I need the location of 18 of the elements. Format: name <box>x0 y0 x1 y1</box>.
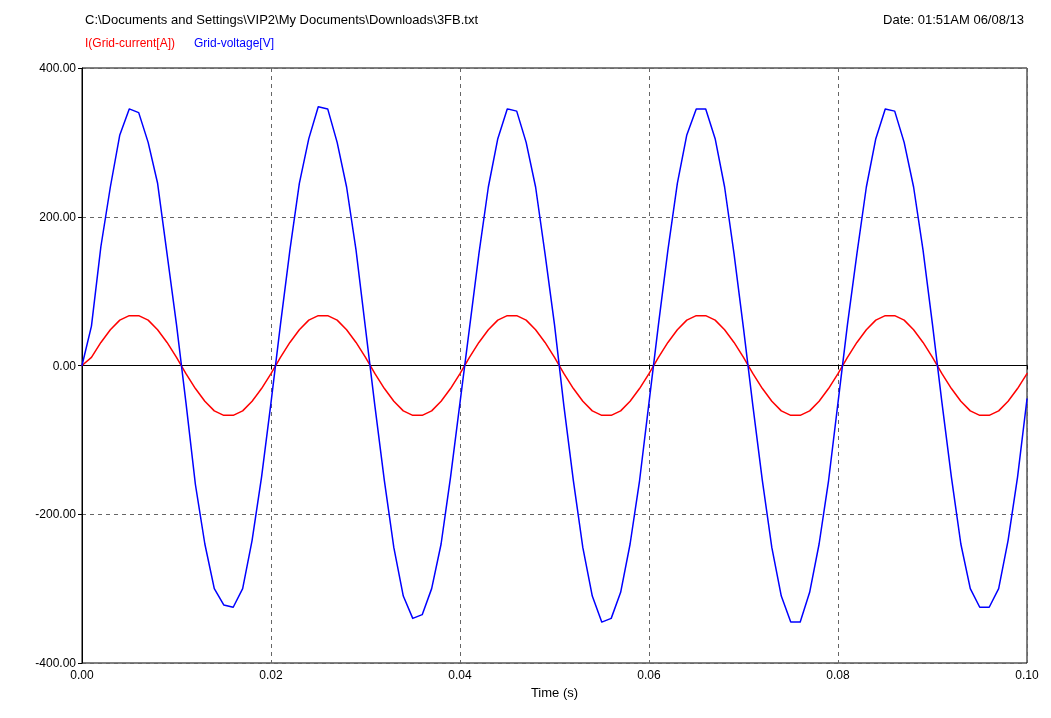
x-tick-label: 0.08 <box>826 668 850 682</box>
y-tick-label: 0.00 <box>52 358 77 373</box>
line-series <box>81 105 1028 623</box>
x-tick-label: 0.10 <box>1015 668 1039 682</box>
y-tick-label: 400.00 <box>39 61 77 75</box>
text: I(Grid-current[A]) <box>85 36 176 50</box>
y-tick-label: -400.00 <box>35 656 77 670</box>
x-tick-label: 0.00 <box>70 668 94 682</box>
x-tick-label: 0.06 <box>637 668 661 682</box>
chart-title: C:\Documents and Settings\VIP2\My Documents\Downloads\3FB.txt <box>85 12 479 27</box>
chart-subtitle: Date: 01:51AM 06/08/13 <box>883 12 1025 27</box>
x-tick-label: 0.02 <box>259 668 283 682</box>
y-tick-label: -200.00 <box>35 507 77 522</box>
x-tick-label: 0.04 <box>448 668 472 682</box>
line-series <box>81 314 1028 417</box>
text: Grid-voltage[V] <box>194 36 275 50</box>
x-axis-title: Time (s) <box>530 684 579 700</box>
y-tick-label: 200.00 <box>39 209 77 224</box>
